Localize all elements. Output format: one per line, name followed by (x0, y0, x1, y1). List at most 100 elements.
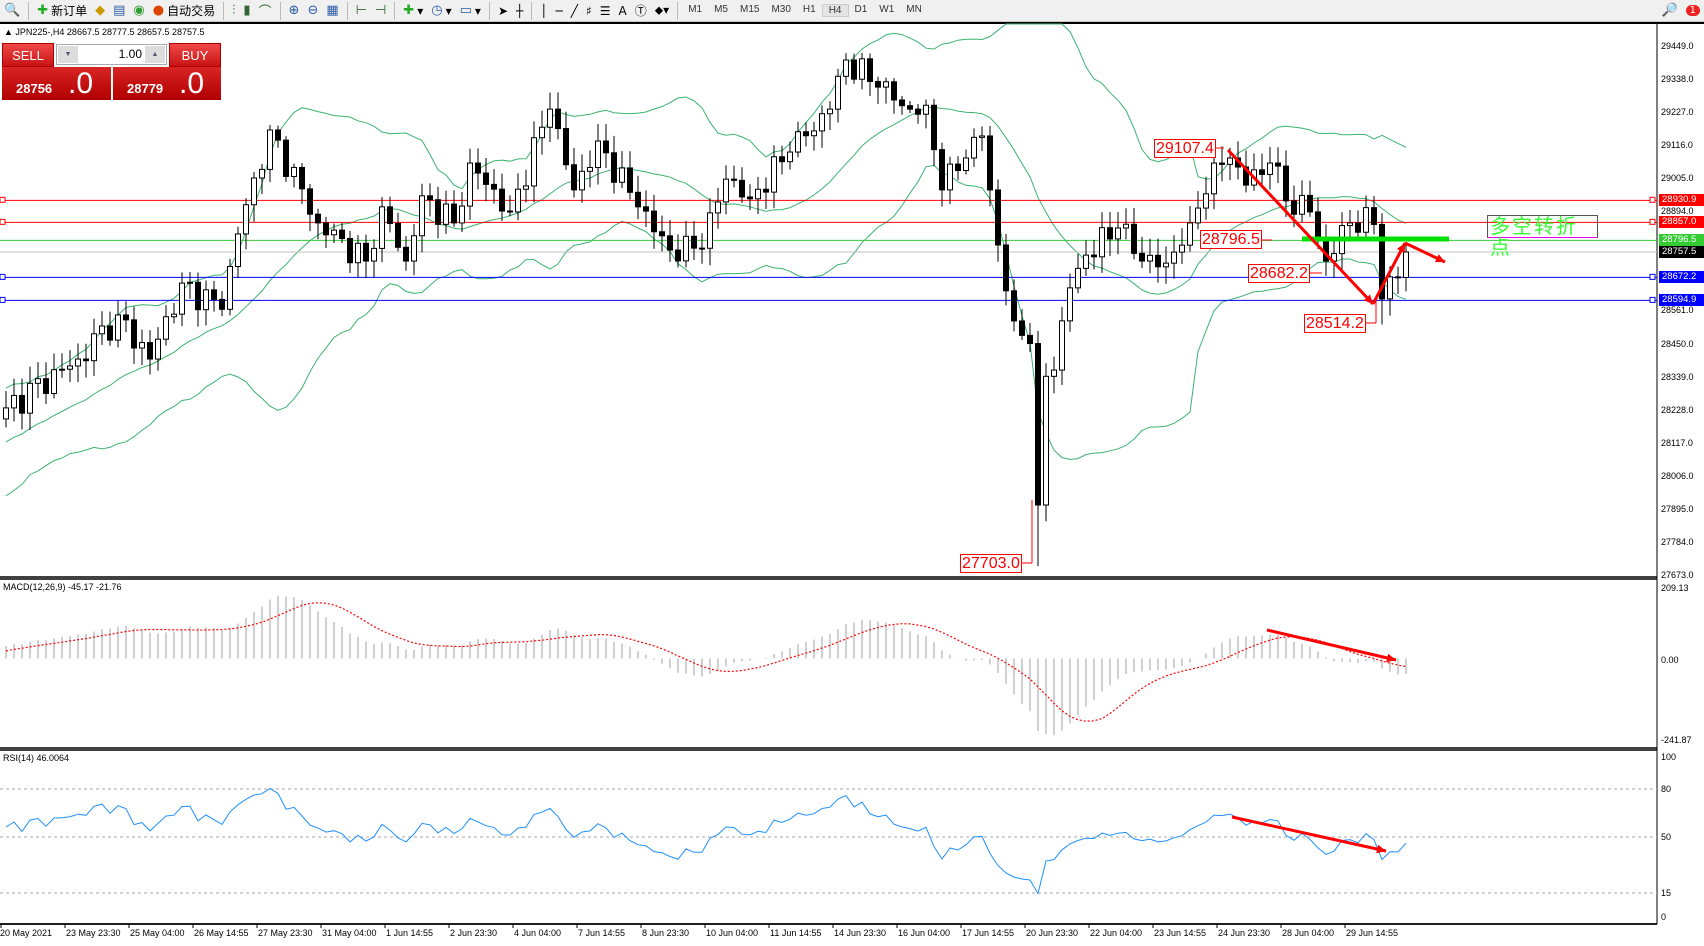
lot-decrease-button[interactable]: ▼ (58, 46, 78, 63)
level-handle (0, 196, 6, 203)
candle-bear (387, 206, 393, 224)
candle-bear (867, 58, 873, 82)
lot-size-input[interactable]: ▼ 1.00 ▲ (56, 44, 167, 65)
candle-bull (59, 368, 65, 371)
candle-bull (811, 130, 817, 137)
chart-window[interactable] (0, 22, 1704, 946)
timeframe-d1[interactable]: D1 (854, 4, 868, 15)
price-axis-label: 28006.0 (1661, 470, 1694, 481)
text-tool-label: A (618, 3, 627, 18)
crosshair-icon[interactable]: ┼ (516, 3, 524, 18)
tile-windows-icon[interactable]: ▦ (326, 3, 339, 18)
candle-bull (171, 313, 177, 318)
zoom-out-icon[interactable]: ⊖ (307, 3, 319, 18)
signal-icon[interactable]: ◉ (133, 3, 145, 18)
candle-bull (1043, 375, 1049, 506)
candle-bear (275, 129, 281, 141)
candlestick-icon[interactable]: ▮ (243, 3, 251, 18)
annotation-low: 28514.2 (1304, 314, 1366, 333)
price-axis-label: 28450.0 (1661, 338, 1694, 349)
timeframe-mn[interactable]: MN (906, 4, 922, 15)
cursor-icon[interactable]: ➤ (497, 3, 508, 18)
equidistant-channel-icon[interactable]: ♯ (585, 3, 592, 18)
candle-bull (259, 168, 265, 179)
timeframe-w1[interactable]: W1 (879, 4, 895, 15)
arrows-icon[interactable]: ⬥▾ (654, 3, 670, 17)
candle-bull (715, 201, 721, 214)
text-label-icon[interactable]: Ⓣ (634, 4, 647, 18)
candle-bear (907, 105, 913, 110)
candle-bull (187, 281, 193, 284)
candle-bear (147, 342, 153, 360)
rsi-label: RSI(14) 46.0064 (3, 753, 70, 763)
bollinger-lower (5, 164, 1407, 497)
auto-trading-button[interactable]: ● 自动交易 (149, 1, 219, 21)
candle-bear (803, 131, 809, 137)
text-icon[interactable]: A (615, 1, 631, 21)
timeframe-m30[interactable]: M30 (771, 4, 791, 15)
sell-button[interactable]: SELL (2, 43, 54, 67)
candle-bear (987, 135, 993, 191)
candle-bull (795, 131, 801, 153)
chart-shift-icon[interactable]: ⊢ (355, 3, 367, 18)
navigator-icon[interactable]: ▤ (113, 3, 126, 18)
candle-bull (1163, 262, 1169, 268)
price-axis-label: 27784.0 (1661, 536, 1694, 547)
new-order-button[interactable]: ✚ 新订单 (33, 1, 91, 21)
fibonacci-icon[interactable]: ☰ (599, 3, 611, 18)
notifications-icon[interactable]: 1 (1682, 1, 1704, 21)
sell-price-button[interactable]: 28756 .0 (2, 67, 111, 100)
rsi-divergence-arrow-head (1376, 844, 1386, 854)
vertical-line-icon[interactable]: │ (540, 3, 548, 18)
buy-price-button[interactable]: 28779 .0 (113, 67, 221, 100)
buy-button[interactable]: BUY (169, 43, 221, 67)
candle-bear (995, 189, 1001, 246)
templates-icon[interactable]: ▭ ▾ (459, 3, 481, 18)
candle-bull (235, 233, 241, 267)
price-axis-label: 28339.0 (1661, 371, 1694, 382)
price-axis-label: 28228.0 (1661, 404, 1694, 415)
level-handle (1649, 273, 1656, 280)
candle-bull (1067, 287, 1073, 322)
candle-bull (51, 369, 57, 394)
candle-bear (739, 179, 745, 198)
zoom-in-icon[interactable]: ⊕ (288, 3, 300, 18)
red-arrow-up-head (1396, 243, 1405, 253)
candle-bear (1003, 244, 1009, 292)
timeframe-h1[interactable]: H1 (802, 4, 816, 15)
time-axis-label: 17 Jun 14:55 (962, 928, 1015, 938)
candle-bear (339, 229, 345, 239)
auto-scroll-icon[interactable]: ⊣ (374, 3, 387, 18)
zoom-icon[interactable]: 🔍 (4, 3, 21, 18)
candle-bear (675, 249, 681, 262)
candle-bear (643, 206, 649, 212)
horizontal-line-icon[interactable]: ─ (555, 3, 563, 18)
trendline-icon[interactable]: ╱ (570, 3, 578, 18)
price-axis-label: 28561.0 (1661, 305, 1694, 316)
search-icon[interactable]: 🔎 (1661, 3, 1678, 18)
timeframe-h4[interactable]: H4 (821, 4, 849, 17)
timeframe-m1[interactable]: M1 (688, 4, 703, 15)
market-watch-icon[interactable]: ◆ (95, 3, 106, 18)
indicators-icon[interactable]: ✚ ▾ (403, 3, 424, 18)
price-axis-label: 29116.0 (1661, 140, 1693, 151)
lot-increase-button[interactable]: ▲ (145, 46, 165, 63)
candle-bull (1099, 227, 1105, 258)
periods-icon[interactable]: ◷ ▾ (431, 3, 452, 18)
candle-bear (651, 210, 657, 233)
time-axis-label: 26 May 14:55 (194, 928, 249, 938)
time-axis-label: 1 Jun 14:55 (386, 928, 434, 938)
divider (394, 1, 396, 20)
candle-bull (139, 342, 145, 349)
timeframe-m15[interactable]: M15 (740, 4, 760, 15)
candle-bear (299, 166, 305, 190)
candle-bull (1403, 251, 1409, 278)
candle-bull (1083, 254, 1089, 269)
line-chart-icon[interactable]: ⌒ (258, 5, 272, 20)
timeframe-m5[interactable]: M5 (714, 4, 728, 15)
candle-bear (195, 281, 201, 311)
bar-chart-icon[interactable]: ⫶ (232, 3, 236, 18)
candle-bull (835, 75, 841, 110)
candle-bear (19, 394, 25, 414)
